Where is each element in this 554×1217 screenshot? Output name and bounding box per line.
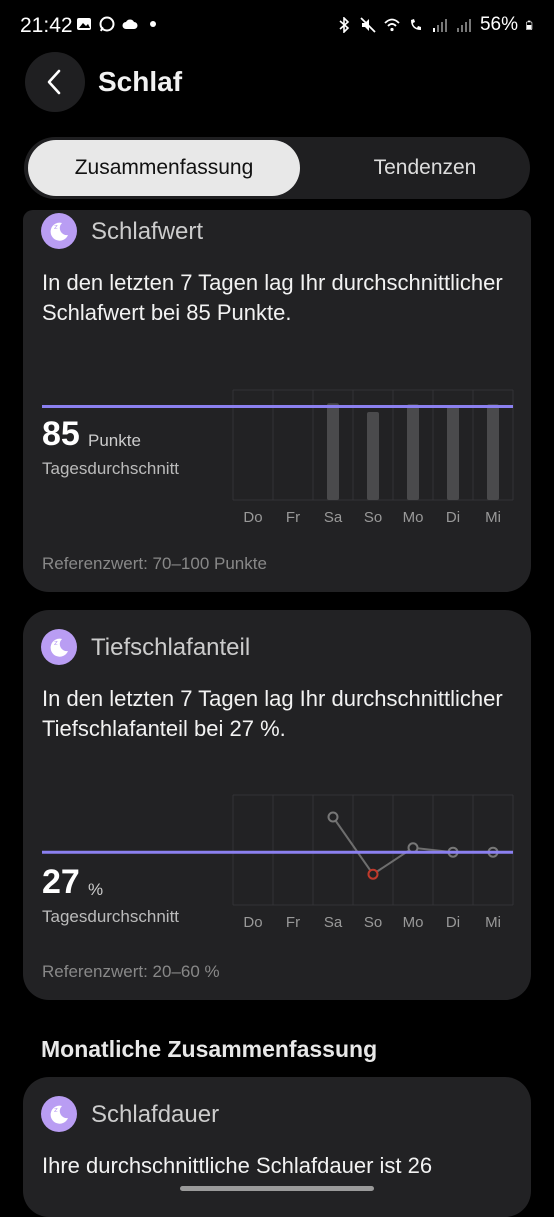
sleep-moon-icon: z — [41, 1096, 77, 1132]
signal-icon — [432, 19, 447, 32]
card-description: In den letzten 7 Tagen lag Ihr durchschn… — [42, 270, 503, 325]
svg-text:z: z — [54, 639, 58, 647]
svg-text:z: z — [54, 223, 58, 231]
app-header: Schlaf — [0, 52, 554, 112]
wifi-call-icon — [410, 19, 421, 30]
x-tick-label: Di — [446, 509, 460, 525]
average-value: 27 — [42, 863, 80, 901]
dot-icon — [150, 21, 156, 27]
signal-2-icon — [456, 19, 471, 32]
reference-range: Referenzwert: 20–60 % — [42, 962, 220, 981]
x-tick-label: Fr — [286, 914, 300, 930]
view-tabs: Zusammenfassung Tendenzen — [24, 137, 530, 199]
gallery-icon — [77, 18, 91, 30]
status-time: 21:42 — [20, 14, 73, 37]
x-tick-label: Mi — [485, 914, 501, 930]
section-title-monthly: Monatliche Zusammenfassung — [41, 1036, 378, 1062]
system-status: 56% — [336, 14, 536, 36]
card-description: In den letzten 7 Tagen lag Ihr durchschn… — [42, 686, 503, 741]
x-tick-label: Mo — [403, 914, 424, 930]
sleep-score-card[interactable]: z Schlafwert In den letzten 7 Tagen lag … — [23, 210, 531, 592]
sleep-moon-icon: z — [41, 213, 77, 249]
whatsapp-icon — [99, 16, 115, 32]
bar — [447, 405, 459, 500]
average-label: Tagesdurchschnitt — [42, 459, 180, 478]
cloud-icon — [122, 19, 138, 29]
x-tick-label: Do — [243, 509, 262, 525]
x-tick-label: Do — [243, 914, 262, 930]
average-unit: % — [88, 880, 104, 899]
average-unit: Punkte — [88, 431, 141, 450]
bluetooth-icon — [339, 17, 350, 33]
chevron-left-icon — [47, 69, 61, 95]
card-title: Tiefschlafanteil — [91, 634, 251, 661]
deep-sleep-chart: Do Fr Sa So Mo Di Mi — [42, 794, 514, 930]
mute-icon — [360, 17, 376, 33]
deep-sleep-card[interactable]: z Tiefschlafanteil In den letzten 7 Tage… — [23, 610, 531, 1000]
status-bar: 21:42 56% — [0, 0, 554, 52]
sleep-duration-card[interactable]: z Schlafdauer Ihre durchschnittliche Sch… — [23, 1077, 531, 1217]
average-value: 85 — [42, 415, 80, 453]
card-title: Schlafdauer — [91, 1101, 220, 1128]
sleep-score-chart: Do Fr Sa So Mo Di Mi — [42, 389, 514, 525]
card-description: Ihre durchschnittliche Schlafdauer ist 2… — [42, 1153, 433, 1178]
reference-range: Referenzwert: 70–100 Punkte — [42, 554, 267, 573]
x-tick-label: So — [364, 914, 382, 930]
svg-text:z: z — [54, 1106, 58, 1114]
page-title: Schlaf — [98, 66, 183, 97]
data-point — [327, 811, 339, 823]
x-tick-label: So — [364, 509, 382, 525]
bar — [367, 412, 379, 500]
tab-zusammenfassung[interactable]: Zusammenfassung — [28, 140, 300, 196]
bar — [487, 404, 499, 500]
sleep-moon-icon: z — [41, 629, 77, 665]
x-tick-label: Sa — [324, 509, 343, 525]
wifi-icon — [384, 18, 400, 32]
average-label: Tagesdurchschnitt — [42, 907, 180, 926]
card-title: Schlafwert — [91, 218, 204, 245]
back-button[interactable] — [25, 52, 85, 112]
data-point — [367, 868, 379, 880]
x-tick-label: Mo — [403, 509, 424, 525]
x-tick-label: Fr — [286, 509, 300, 525]
x-tick-label: Sa — [324, 914, 343, 930]
bar — [327, 403, 339, 500]
tab-tendenzen[interactable]: Tendenzen — [373, 156, 477, 179]
bar — [407, 404, 419, 500]
home-indicator[interactable] — [180, 1186, 374, 1191]
battery-icon — [526, 20, 533, 30]
battery-percent: 56% — [479, 14, 518, 35]
x-tick-label: Mi — [485, 509, 501, 525]
notification-icons — [76, 16, 161, 32]
x-tick-label: Di — [446, 914, 460, 930]
